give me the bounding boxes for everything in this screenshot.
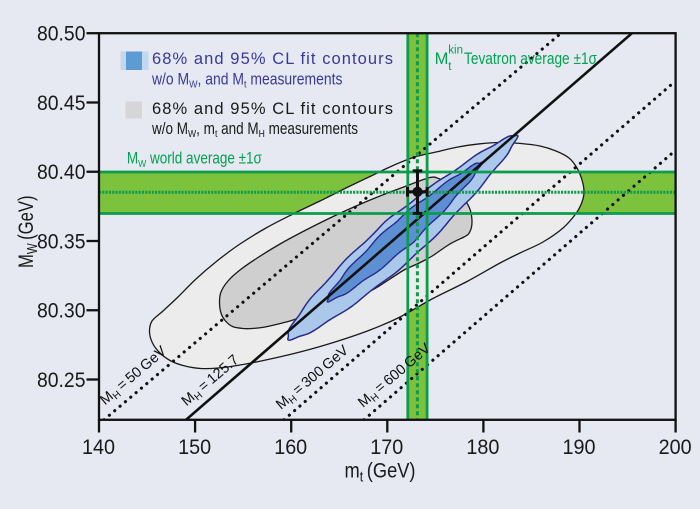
- svg-text:68% and 95% CL fit contours: 68% and 95% CL fit contours: [152, 100, 393, 118]
- svg-text:M: M: [435, 50, 449, 68]
- svg-text:80.30: 80.30: [37, 300, 86, 323]
- svg-text:190: 190: [563, 435, 596, 459]
- svg-text:w/o MW, and Mt measurements: w/o MW, and Mt measurements: [151, 70, 342, 90]
- svg-text:MW world average ±1σ: MW world average ±1σ: [127, 149, 262, 170]
- svg-text:140: 140: [82, 435, 115, 459]
- svg-text:kin: kin: [448, 45, 463, 57]
- svg-text:w/o MW, mt and MH measurements: w/o MW, mt and MH measurements: [151, 120, 358, 140]
- svg-text:Tevatron average ±1σ: Tevatron average ±1σ: [464, 50, 597, 68]
- svg-text:200: 200: [659, 435, 692, 459]
- svg-text:68% and 95% CL fit contours: 68% and 95% CL fit contours: [152, 50, 393, 68]
- svg-text:170: 170: [370, 435, 403, 459]
- svg-text:MW (GeV): MW (GeV): [15, 196, 41, 269]
- svg-text:mt (GeV): mt (GeV): [345, 459, 416, 486]
- svg-text:80.25: 80.25: [37, 369, 86, 392]
- svg-text:80.45: 80.45: [37, 92, 86, 115]
- svg-text:80.50: 80.50: [37, 23, 86, 46]
- svg-text:150: 150: [178, 435, 211, 459]
- svg-text:80.35: 80.35: [37, 230, 86, 253]
- svg-text:180: 180: [466, 435, 499, 459]
- svg-text:t: t: [448, 61, 452, 73]
- svg-text:160: 160: [274, 435, 307, 459]
- svg-text:80.40: 80.40: [37, 161, 86, 184]
